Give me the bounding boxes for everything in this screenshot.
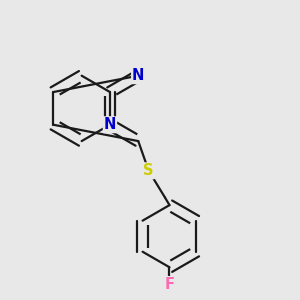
Text: S: S: [143, 163, 154, 178]
Text: N: N: [104, 117, 116, 132]
Text: N: N: [132, 68, 145, 83]
Text: F: F: [164, 277, 175, 292]
